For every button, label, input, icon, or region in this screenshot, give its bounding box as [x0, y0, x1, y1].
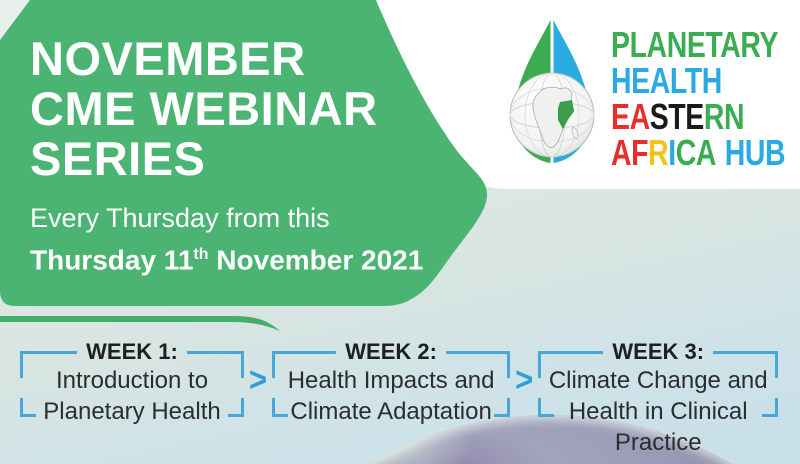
poster-subtitle: Every Thursday from this — [30, 203, 330, 233]
week-3-bracket-top: WEEK 3: — [538, 339, 779, 378]
title-line: SERIES — [30, 132, 206, 185]
chevron-separator-icon: > — [249, 360, 268, 399]
topic-line: Health in Clinical — [568, 398, 748, 425]
logo-text-segment: HEALTH — [611, 60, 722, 101]
topic-line: Introduction to — [55, 367, 209, 394]
east-africa-region — [558, 100, 574, 129]
bracket-corner — [20, 398, 36, 417]
week-2-bracket-top: WEEK 2: — [272, 339, 511, 378]
logo-text-segment: EA — [611, 96, 650, 137]
logo-wordmark: PLANETARY HEALTH EASTERN AFRICA HUB — [611, 27, 786, 173]
bracket-arm — [186, 351, 244, 378]
globe-africa-icon — [509, 72, 595, 158]
topic-line: Practice — [614, 429, 702, 456]
bracket-arm — [272, 351, 337, 378]
banner-text: NOVEMBER CME WEBINAR SERIES Every Thursd… — [30, 34, 423, 278]
waterdrop-globe-icon — [509, 20, 595, 163]
logo-text-segment: RN — [703, 96, 745, 137]
green-banner-shape — [0, 0, 488, 306]
title-line: CME WEBINAR — [30, 82, 378, 135]
topic-line: Climate Change and — [548, 367, 768, 394]
week-1-label: WEEK 1: — [86, 339, 178, 364]
bracket-corner — [228, 398, 244, 417]
week-1-topic: Introduction to Planetary Health — [20, 340, 244, 427]
logo-line-africa-hub: AFRICA HUB — [611, 132, 786, 173]
logo-text-segment: HUB — [724, 132, 786, 173]
poster-date: Thursday 11th November 2021 — [30, 236, 423, 278]
chevron-separator-icon: > — [515, 360, 534, 399]
week-3-label: WEEK 3: — [612, 339, 705, 364]
week-2-block: WEEK 2: Health Impacts and Climate Adapt… — [272, 339, 511, 427]
green-swoosh-line — [0, 316, 280, 331]
logo-text-segment: PLANETARY — [611, 24, 779, 65]
planetary-health-logo: PLANETARY HEALTH EASTERN AFRICA HUB — [506, 16, 800, 171]
logo-line-eastern: EASTERN — [611, 99, 785, 135]
bracket-corner — [762, 398, 779, 417]
logo-line-planetary: PLANETARY — [611, 27, 785, 63]
bracket-corner — [272, 398, 289, 417]
bracket-arm — [713, 351, 779, 378]
topic-line: Health Impacts and — [287, 367, 495, 394]
date-prefix: Thursday 11 — [30, 244, 194, 276]
week-1-bracket-top: WEEK 1: — [20, 340, 244, 378]
bracket-arm — [538, 351, 604, 378]
bracket-arm — [445, 351, 511, 378]
topic-line: Climate Adaptation — [290, 398, 492, 425]
logo-text-segment: R — [648, 132, 669, 173]
bracket-corner — [538, 398, 555, 417]
date-suffix: November 2021 — [208, 244, 424, 276]
topic-line: Planetary Health — [43, 398, 221, 425]
week-1-block: WEEK 1: Introduction to Planetary Health — [20, 340, 244, 427]
title-line: NOVEMBER — [30, 32, 306, 85]
schedule-row: WEEK 1: Introduction to Planetary Health… — [20, 339, 779, 458]
week-3-block: WEEK 3: Climate Change and Health in Cli… — [538, 339, 779, 458]
date-ordinal: th — [193, 246, 209, 263]
bracket-arm — [20, 351, 78, 378]
week-2-label: WEEK 2: — [345, 339, 437, 364]
logo-text-segment: STE — [649, 96, 705, 137]
madagascar — [571, 126, 579, 140]
week-3-topic: Climate Change and Health in Clinical Pr… — [538, 340, 778, 458]
logo-line-health: HEALTH — [611, 63, 785, 99]
bracket-corner — [494, 398, 511, 417]
week-2-topic: Health Impacts and Climate Adaptation — [272, 340, 510, 427]
logo-text-segment: CA — [675, 132, 717, 173]
poster-title: NOVEMBER CME WEBINAR SERIES — [30, 34, 423, 184]
logo-text-segment: I — [668, 132, 676, 173]
logo-text-segment: AF — [611, 132, 649, 173]
